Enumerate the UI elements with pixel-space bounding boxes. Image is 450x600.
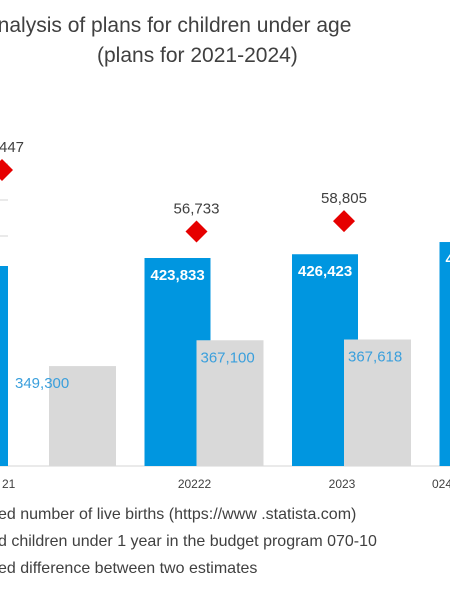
births-bar <box>439 242 450 466</box>
budget-value-label: 349,300 <box>15 375 69 392</box>
budget-bar <box>196 340 264 466</box>
births-value-label: 434,844 <box>446 251 450 268</box>
difference-value-label: 58,805 <box>321 190 367 207</box>
difference-marker <box>185 220 208 243</box>
births-value-label: 423,833 <box>151 267 205 284</box>
births-bar <box>0 266 8 466</box>
budget-bar <box>49 366 116 466</box>
category-label: 2023 <box>329 477 356 491</box>
difference-marker <box>333 210 355 233</box>
budget-value-label: 367,618 <box>348 349 402 366</box>
births-value-label: 426,423 <box>298 263 352 280</box>
category-label: 024 <box>432 477 450 491</box>
legend-births: ed number of live births (https://www .s… <box>0 506 357 523</box>
chart-title-line1: analysis of plans for children under age <box>0 14 352 37</box>
difference-value-label: 56,733 <box>174 201 220 218</box>
difference-value-label: 447 <box>0 139 24 156</box>
budget-value-label: 367,100 <box>201 349 255 366</box>
legend-difference: ed difference between two estimates <box>0 560 258 577</box>
budget-bar <box>344 339 411 466</box>
chart-title-line2: (plans for 2021-2024) <box>97 44 298 67</box>
difference-marker <box>0 159 13 181</box>
bar-chart: 349,300 447 21 423,833 367,100 56,733 20222 426… <box>0 139 450 491</box>
category-label: 20222 <box>178 477 212 491</box>
category-label: 21 <box>2 477 16 491</box>
legend-budget: d children under 1 year in the budget pr… <box>0 533 377 550</box>
